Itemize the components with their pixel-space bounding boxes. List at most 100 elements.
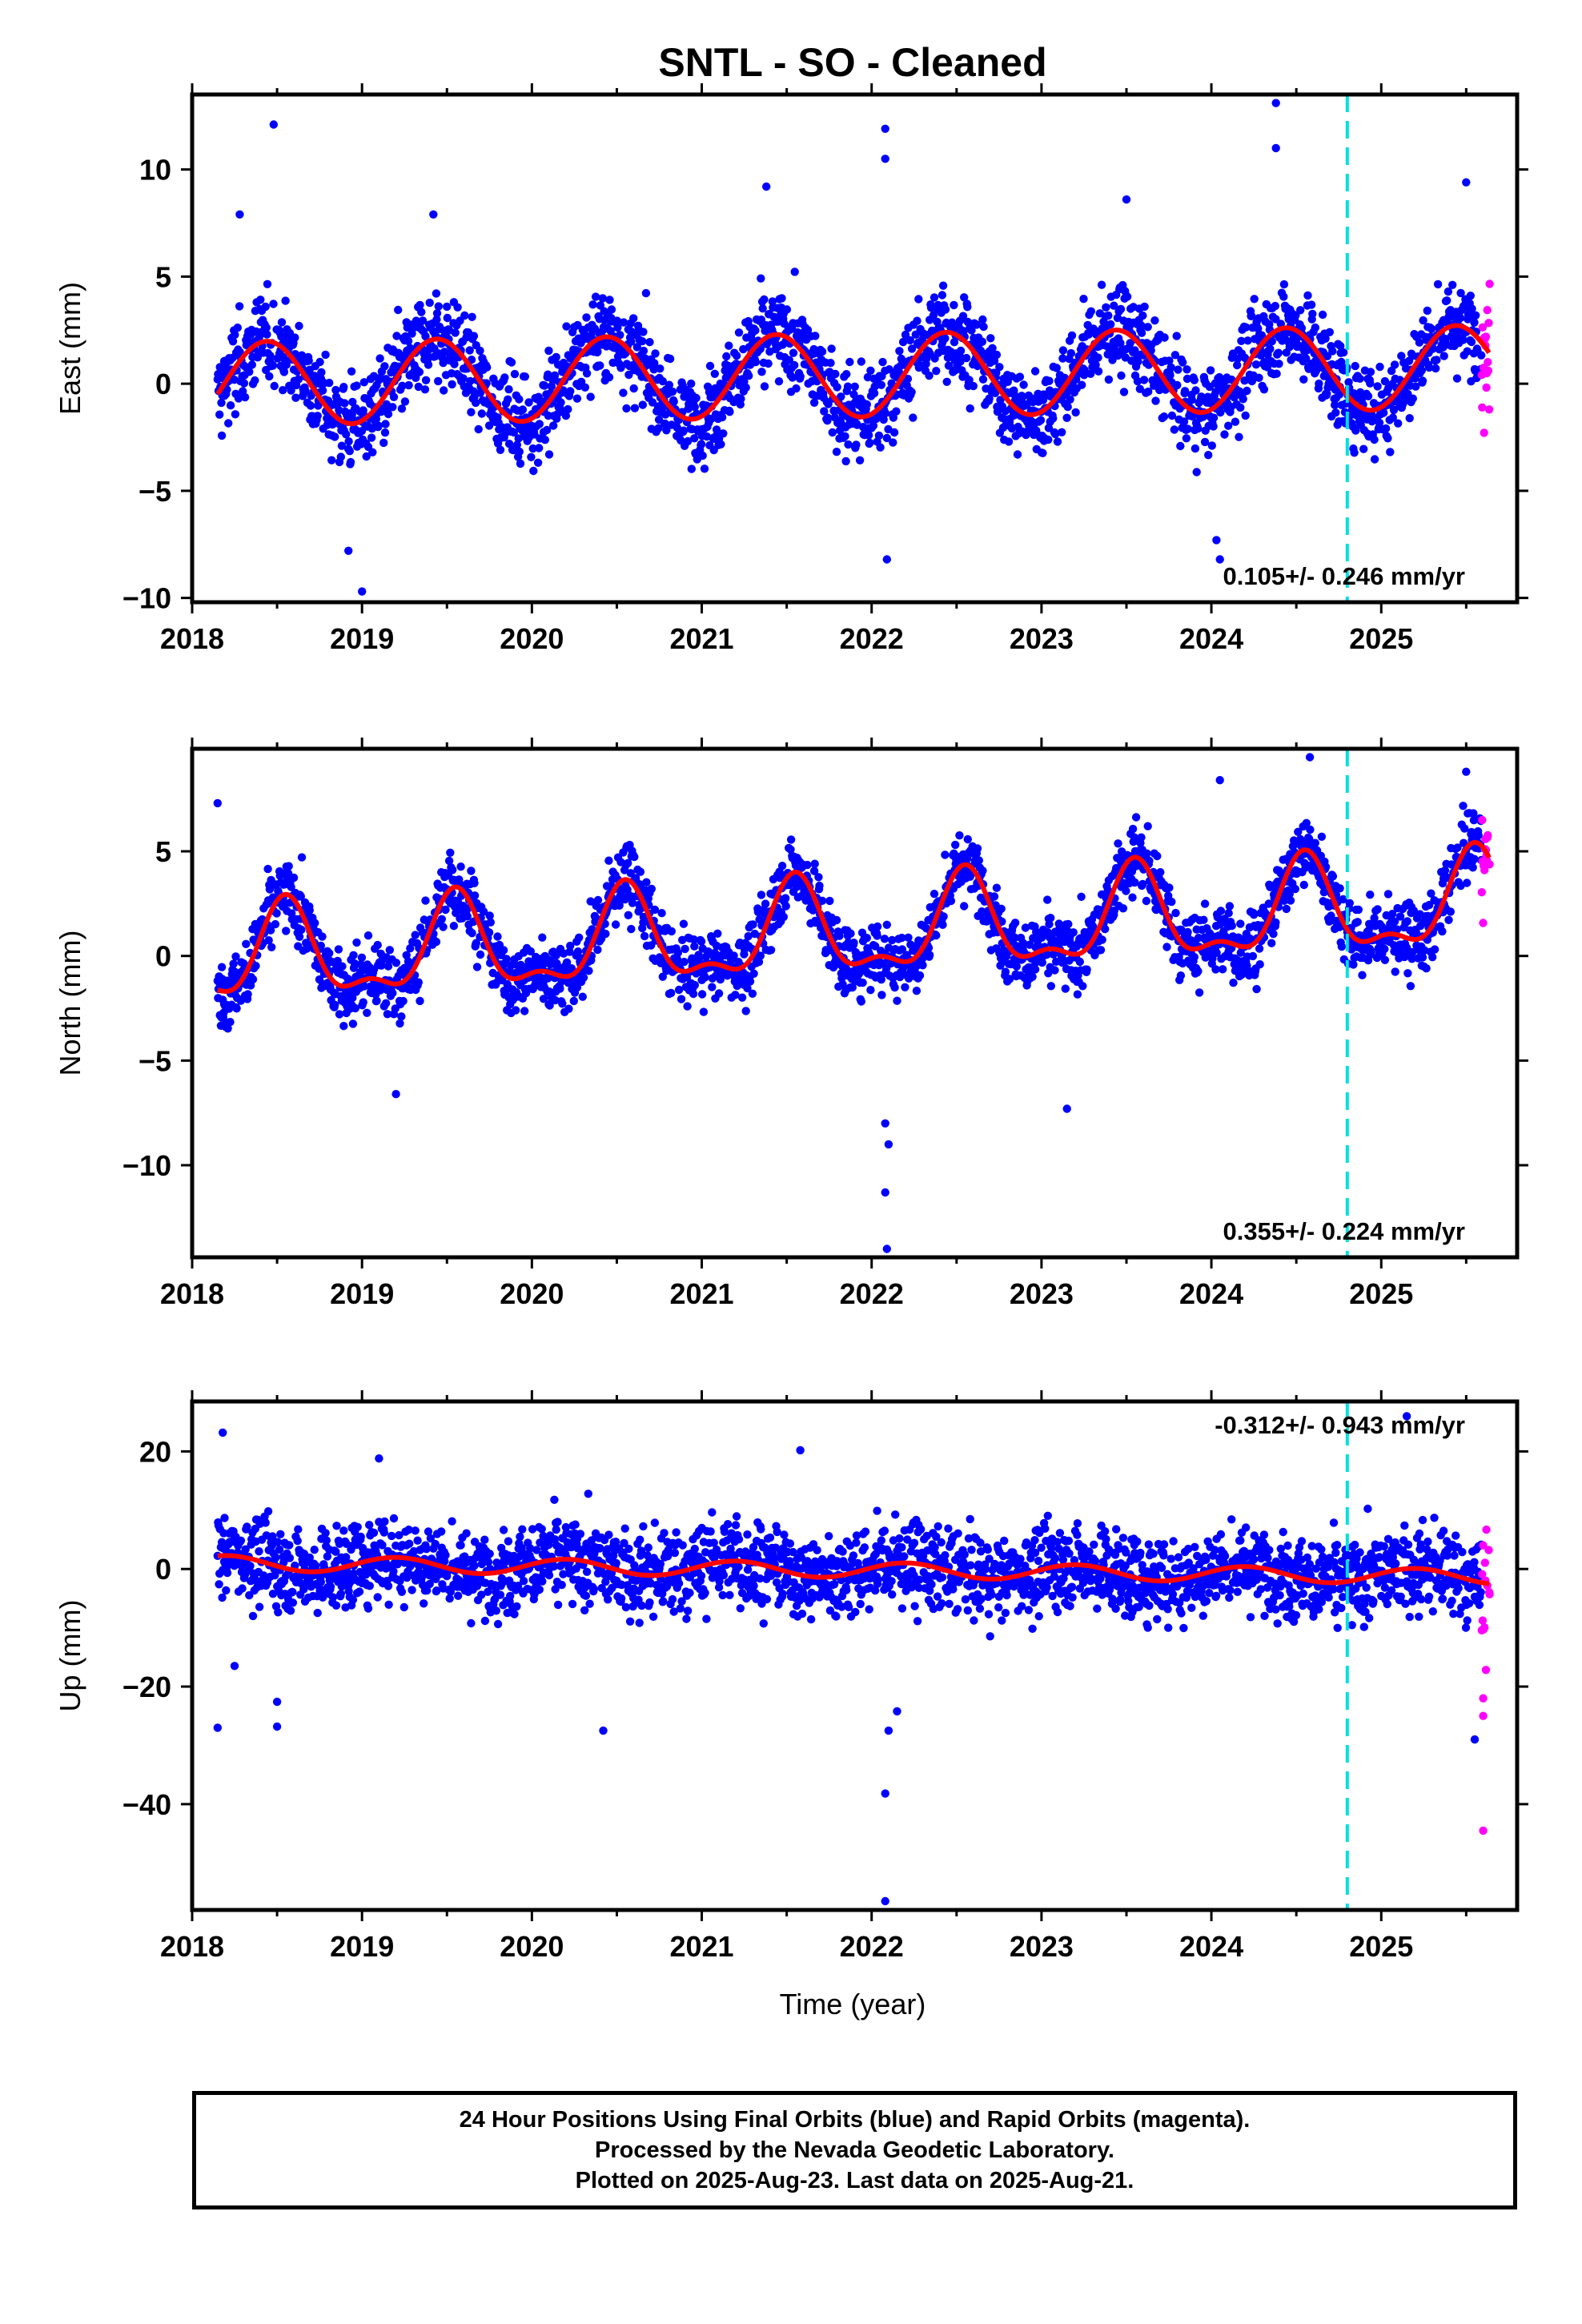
final-orbit-point	[233, 324, 242, 332]
final-orbit-point	[1171, 908, 1180, 918]
final-orbit-point	[842, 370, 851, 379]
final-orbit-point	[1271, 918, 1280, 927]
final-orbit-point	[424, 352, 432, 361]
outlier-point	[881, 155, 889, 163]
final-orbit-point	[1387, 366, 1396, 376]
final-orbit-point	[1178, 358, 1187, 367]
final-orbit-point	[466, 376, 475, 386]
final-orbit-point	[1097, 280, 1106, 289]
final-orbit-point	[1370, 435, 1379, 444]
final-orbit-point	[697, 990, 707, 999]
final-orbit-point	[960, 902, 969, 911]
final-orbit-point	[1212, 948, 1221, 958]
rapid-orbit-point	[1480, 866, 1489, 875]
final-orbit-point	[1318, 310, 1327, 320]
final-orbit-point	[962, 353, 971, 363]
final-orbit-point	[593, 348, 602, 356]
x-tick-label: 2019	[330, 622, 394, 655]
final-orbit-point	[1091, 360, 1100, 369]
final-orbit-point	[263, 330, 271, 339]
final-orbit-point	[463, 912, 472, 921]
final-orbit-point	[362, 452, 371, 461]
final-orbit-point	[790, 267, 799, 276]
final-orbit-point	[697, 937, 706, 946]
final-orbit-point	[228, 337, 238, 346]
final-orbit-point	[348, 1019, 358, 1028]
final-orbit-point	[1331, 408, 1340, 417]
model-fit-line	[217, 839, 1492, 994]
final-orbit-point	[932, 367, 941, 376]
final-orbit-point	[295, 321, 303, 331]
final-orbit-point	[956, 346, 966, 356]
rapid-orbit-point	[1485, 279, 1494, 288]
final-orbit-point	[874, 431, 884, 440]
final-orbit-point	[647, 884, 656, 894]
final-orbit-point	[1046, 982, 1056, 991]
final-orbit-point	[272, 909, 281, 918]
final-orbit-point	[1194, 967, 1203, 975]
final-orbit-point	[1335, 390, 1344, 399]
final-orbit-point	[1209, 413, 1219, 422]
x-tick-label: 2021	[669, 622, 733, 655]
final-orbit-point	[1325, 328, 1335, 336]
final-orbit-point	[789, 348, 798, 357]
final-orbit-point	[1061, 984, 1070, 993]
final-orbit-point	[938, 920, 947, 930]
final-orbit-point	[399, 996, 408, 1006]
final-orbit-point	[1337, 942, 1347, 951]
final-orbit-point	[965, 376, 974, 384]
final-orbit-point	[705, 361, 715, 371]
final-orbit-point	[708, 393, 717, 402]
final-orbit-point	[1350, 448, 1359, 457]
final-orbit-point	[619, 388, 628, 397]
final-orbit-point	[1073, 990, 1082, 999]
outlier-point	[1062, 1104, 1071, 1113]
final-orbit-point	[1285, 890, 1295, 899]
final-orbit-point	[1176, 971, 1186, 980]
final-orbit-point	[1397, 352, 1406, 360]
final-orbit-point	[1373, 382, 1382, 391]
final-orbit-point	[877, 380, 886, 389]
final-orbit-point	[862, 400, 872, 409]
outlier-point	[882, 555, 892, 564]
final-orbit-point	[744, 931, 753, 941]
final-orbit-point	[1302, 354, 1311, 363]
final-orbit-point	[448, 380, 456, 389]
x-tick-label: 2018	[160, 1277, 224, 1310]
final-orbit-point	[788, 373, 797, 382]
final-orbit-point	[223, 385, 231, 394]
final-orbit-point	[658, 376, 667, 386]
final-orbit-point	[1456, 313, 1465, 323]
final-orbit-point	[667, 988, 676, 998]
final-orbit-point	[301, 387, 310, 396]
final-orbit-point	[757, 891, 766, 899]
rapid-orbit-point	[1485, 860, 1494, 869]
final-orbit-point	[877, 991, 886, 999]
final-orbit-point	[282, 927, 291, 935]
final-orbit-point	[510, 369, 520, 379]
final-orbit-point	[1428, 953, 1437, 962]
final-orbit-point	[215, 1580, 223, 1589]
final-orbit-point	[697, 440, 706, 448]
final-orbit-point	[421, 332, 430, 341]
final-orbit-point	[578, 992, 587, 1001]
final-orbit-point	[1355, 374, 1364, 383]
final-orbit-point	[251, 376, 259, 385]
final-orbit-point	[1388, 910, 1397, 919]
final-orbit-point	[1053, 437, 1062, 446]
final-orbit-point	[958, 312, 968, 320]
final-orbit-point	[304, 356, 313, 365]
final-orbit-point	[674, 985, 684, 995]
final-orbit-point	[479, 907, 488, 916]
final-orbit-point	[1380, 955, 1390, 965]
final-orbit-point	[485, 911, 494, 920]
final-orbit-point	[668, 387, 677, 396]
final-orbit-point	[824, 400, 833, 408]
final-orbit-point	[270, 381, 279, 391]
outlier-point	[1305, 753, 1315, 762]
final-orbit-point	[388, 403, 397, 412]
y-tick-label: 5	[155, 835, 171, 868]
final-orbit-point	[930, 890, 939, 899]
final-orbit-point	[638, 400, 647, 409]
final-orbit-point	[889, 413, 898, 422]
